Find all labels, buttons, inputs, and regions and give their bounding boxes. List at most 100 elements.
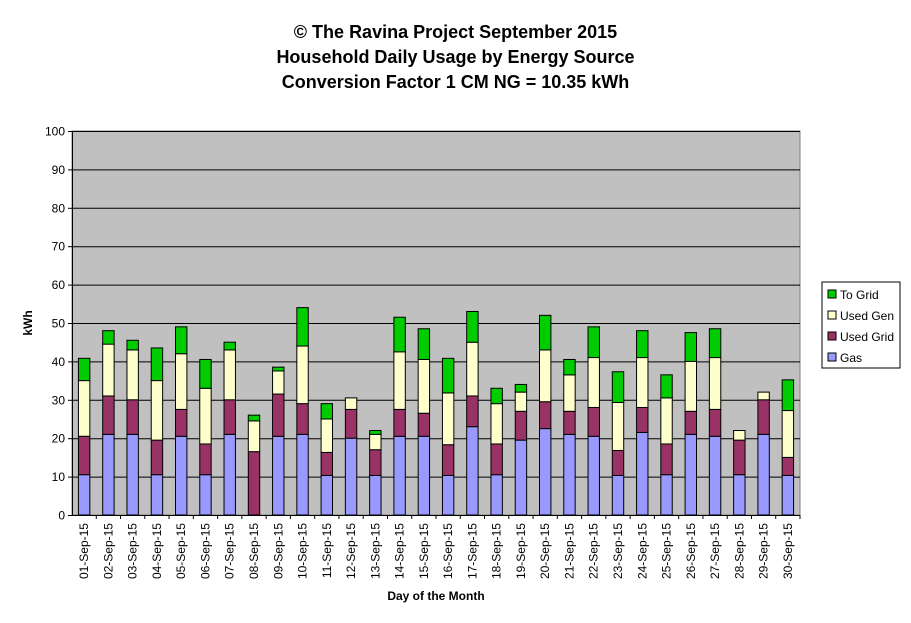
bar-segment-gas	[781, 474, 795, 516]
bar-segment-used-grid	[514, 410, 528, 441]
chart-title-line-1: © The Ravina Project September 2015	[293, 22, 618, 42]
bar-segment-used-grid	[296, 403, 309, 435]
bar-segment-to-grid	[199, 358, 212, 389]
bar-segment-used-gen	[174, 353, 188, 410]
x-tick-label: 12-Sep-15	[344, 523, 358, 579]
bar-segment-used-grid	[660, 443, 673, 476]
x-tick-label: 03-Sep-15	[126, 523, 140, 579]
bar-segment-to-grid	[466, 310, 479, 343]
bar-segment-used-grid	[77, 435, 91, 476]
x-tick-label: 13-Sep-15	[368, 523, 382, 579]
bar-segment-used-grid	[563, 410, 576, 435]
bar-segment-used-gen	[320, 418, 334, 453]
bar-segment-gas	[757, 433, 770, 516]
bar-segment-gas	[102, 433, 115, 516]
bar-segment-used-gen	[102, 343, 115, 397]
bar-segment-to-grid	[320, 403, 334, 420]
x-tick-label: 28-Sep-15	[732, 523, 746, 579]
x-tick-label: 15-Sep-15	[417, 523, 431, 579]
x-tick-label: 17-Sep-15	[465, 523, 479, 579]
bar-segment-used-gen	[587, 357, 600, 408]
bar-segment-used-grid	[441, 444, 455, 476]
legend-swatch	[827, 289, 837, 299]
bar-segment-gas	[417, 435, 431, 516]
bar-segment-to-grid	[611, 371, 625, 403]
x-tick-label: 29-Sep-15	[757, 523, 771, 579]
bar-segment-to-grid	[684, 332, 698, 362]
bar-segment-used-gen	[393, 351, 406, 410]
x-tick-label: 06-Sep-15	[198, 523, 212, 579]
bar-segment-to-grid	[417, 328, 431, 360]
bar-segment-gas	[344, 437, 358, 516]
bar-segment-used-grid	[490, 443, 503, 476]
bar-segment-used-grid	[757, 399, 770, 435]
x-tick-label: 30-Sep-15	[781, 523, 795, 579]
bar-segment-used-grid	[199, 443, 212, 476]
y-tick-label: 50	[52, 317, 66, 331]
bar-segment-to-grid	[514, 383, 528, 393]
y-tick-label: 60	[52, 278, 66, 292]
bar-segment-to-grid	[77, 357, 91, 382]
bar-segment-to-grid	[126, 339, 139, 351]
bar-segment-used-grid	[466, 395, 479, 428]
x-tick-label: 27-Sep-15	[708, 523, 722, 579]
bar-segment-used-gen	[538, 349, 552, 403]
bar-segment-used-gen	[660, 397, 673, 445]
bar-segment-used-gen	[199, 387, 212, 445]
bar-segment-to-grid	[247, 414, 261, 422]
bar-segment-used-gen	[708, 357, 722, 410]
x-tick-label: 10-Sep-15	[296, 523, 310, 579]
bar-segment-used-gen	[636, 357, 649, 408]
bar-segment-used-gen	[296, 345, 309, 405]
bar-segment-used-gen	[417, 358, 431, 414]
bar-segment-used-grid	[150, 439, 164, 476]
bar-segment-gas	[708, 435, 722, 516]
y-tick-label: 40	[52, 355, 66, 369]
bar-segment-used-gen	[247, 420, 261, 453]
legend-swatch	[827, 331, 837, 341]
x-tick-label: 05-Sep-15	[174, 523, 188, 579]
x-tick-label: 24-Sep-15	[635, 523, 649, 579]
bar-segment-gas	[393, 435, 406, 516]
x-tick-label: 02-Sep-15	[101, 523, 115, 579]
bar-segment-gas	[660, 474, 673, 516]
y-tick-label: 70	[52, 240, 66, 254]
bar-segment-used-gen	[150, 380, 164, 441]
bar-segment-used-grid	[417, 412, 431, 437]
y-tick-label: 80	[52, 201, 66, 215]
bar-segment-gas	[296, 433, 309, 516]
bar-segment-gas	[272, 435, 285, 516]
x-tick-label: 09-Sep-15	[271, 523, 285, 579]
bar-segment-to-grid	[538, 314, 552, 351]
legend-label: Gas	[840, 351, 862, 365]
bar-segment-to-grid	[490, 387, 503, 405]
x-tick-label: 08-Sep-15	[247, 523, 261, 579]
legend-swatch	[827, 310, 837, 320]
bar-segment-gas	[441, 474, 455, 516]
bar-segment-used-gen	[611, 401, 625, 451]
bar-segment-to-grid	[441, 357, 455, 394]
y-tick-label: 20	[52, 432, 66, 446]
bar-segment-used-grid	[247, 451, 261, 516]
y-tick-label: 90	[52, 163, 66, 177]
bar-segment-used-grid	[223, 399, 236, 435]
bar-segment-used-gen	[272, 370, 285, 395]
bar-segment-used-gen	[733, 430, 746, 441]
bar-segment-used-gen	[781, 410, 795, 458]
x-tick-label: 01-Sep-15	[77, 523, 91, 579]
bar-segment-used-grid	[393, 408, 406, 437]
x-tick-label: 19-Sep-15	[514, 523, 528, 579]
x-tick-label: 26-Sep-15	[684, 523, 698, 579]
bar-segment-gas	[733, 474, 746, 516]
bar-segment-to-grid	[369, 430, 382, 435]
bar-segment-used-gen	[757, 391, 770, 401]
bar-segment-used-grid	[126, 399, 139, 435]
bar-segment-used-grid	[344, 408, 358, 439]
y-tick-label: 0	[58, 509, 65, 523]
bar-segment-gas	[490, 474, 503, 516]
bar-segment-gas	[150, 474, 164, 516]
x-tick-label: 07-Sep-15	[223, 523, 237, 579]
bar-segment-gas	[174, 435, 188, 516]
legend-label: To Grid	[840, 288, 879, 302]
bar-segment-gas	[611, 474, 625, 516]
